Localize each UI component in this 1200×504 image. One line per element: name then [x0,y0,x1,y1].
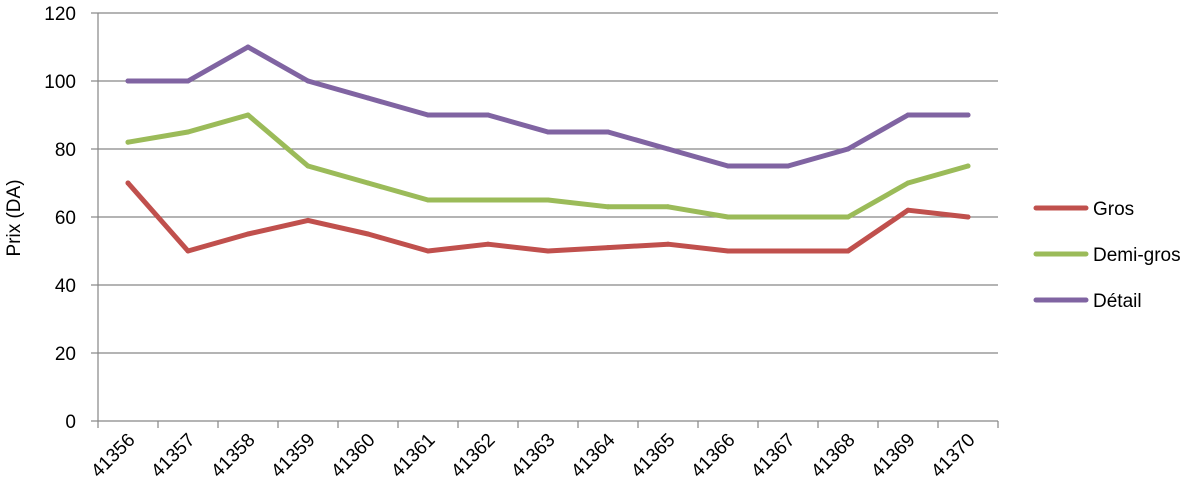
data-point [725,214,731,220]
x-tick-label: 41363 [507,430,559,482]
data-point [305,78,311,84]
data-point [785,248,791,254]
data-point [185,129,191,135]
legend-label: Détail [1093,291,1142,312]
data-point [425,248,431,254]
data-point [905,207,911,213]
x-tick-labels: 41356 41357 41358 41359 41360 41361 41362 41363… [87,429,979,482]
legend: Gros Demi-gros Détail [1033,199,1181,312]
data-point [185,78,191,84]
data-point [545,129,551,135]
data-point [905,180,911,186]
y-tick-label: 100 [44,72,76,93]
data-point [965,163,971,169]
y-tick-label: 20 [55,344,76,365]
x-tick-label: 41364 [567,429,620,482]
x-tick-label: 41360 [327,430,379,482]
x-tick-label: 41361 [387,430,439,482]
series-lines [125,44,971,254]
data-point [605,245,611,251]
data-point [545,248,551,254]
x-tick-label: 41368 [807,430,859,482]
data-point [605,204,611,210]
series-line-2 [125,44,971,169]
legend-label: Demi-gros [1093,245,1181,266]
data-point [905,112,911,118]
data-point [665,241,671,247]
data-point [365,231,371,237]
data-point [965,214,971,220]
data-point [185,248,191,254]
y-tick-label: 120 [44,4,76,25]
legend-label: Gros [1093,199,1134,220]
x-tick-label: 41369 [867,430,919,482]
data-point [725,248,731,254]
x-tick-label: 41357 [147,430,199,482]
gridlines [98,12,998,354]
y-axis-title: Prix (DA) [4,179,25,256]
data-point [785,214,791,220]
y-tick-label: 40 [55,276,76,297]
x-tick-label: 41367 [747,430,799,482]
data-point [665,204,671,210]
data-point [245,231,251,237]
data-point [125,139,131,145]
data-point [125,78,131,84]
x-tick-label: 41366 [687,430,739,482]
data-point [545,197,551,203]
axes [91,12,999,428]
data-point [245,112,251,118]
y-tick-label: 60 [55,208,76,229]
data-point [125,180,131,186]
data-point [785,163,791,169]
x-tick-label: 41370 [927,430,979,482]
x-tick-label: 41362 [447,430,499,482]
data-point [425,112,431,118]
x-tick-label: 41359 [267,430,319,482]
data-point [485,241,491,247]
data-point [425,197,431,203]
data-point [605,129,611,135]
data-point [365,95,371,101]
data-point [365,180,371,186]
data-point [665,146,671,152]
data-point [305,217,311,223]
data-point [845,248,851,254]
y-tick-labels: 0 20 40 60 80 100 120 [44,4,76,433]
data-point [965,112,971,118]
data-point [485,112,491,118]
x-tick-label: 41365 [627,430,679,482]
data-point [305,163,311,169]
data-point [485,197,491,203]
data-point [845,146,851,152]
x-tick-label: 41356 [87,430,139,482]
data-point [245,44,251,50]
data-point [845,214,851,220]
y-tick-label: 80 [55,140,76,161]
y-tick-label: 0 [65,412,76,433]
x-tick-label: 41358 [207,430,259,482]
data-point [725,163,731,169]
